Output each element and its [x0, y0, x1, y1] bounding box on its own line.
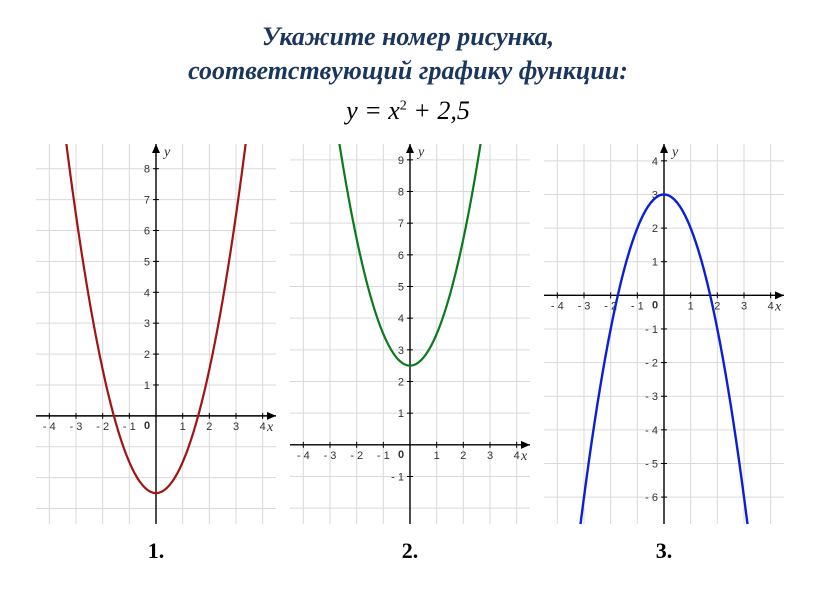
svg-text:2: 2	[714, 300, 720, 312]
svg-text:9: 9	[398, 154, 404, 166]
svg-text:6: 6	[398, 249, 404, 261]
svg-text:- 3: - 3	[324, 449, 337, 461]
svg-text:3: 3	[144, 318, 150, 330]
svg-text:4: 4	[514, 449, 520, 461]
chart-1-label: 1.	[148, 538, 165, 564]
svg-text:7: 7	[144, 194, 150, 206]
svg-text:- 4: - 4	[645, 424, 658, 436]
svg-text:- 5: - 5	[645, 458, 658, 470]
svg-text:3: 3	[741, 300, 747, 312]
svg-text:- 1: - 1	[391, 471, 404, 483]
svg-text:4: 4	[144, 287, 150, 299]
chart-1-wrap: - 4 - 3 - 2 - 1 0 1 2 3 4 1 2 3 4 5 6 7 8 x y 1.	[36, 144, 276, 564]
svg-text:3: 3	[233, 420, 239, 432]
svg-text:8: 8	[398, 186, 404, 198]
chart-2-wrap: - 4 - 3 - 2 - 1 0 1 2 3 4 - 1 1 2 3 4 5 6 7 8 9 x y 2.	[290, 144, 530, 564]
svg-text:5: 5	[398, 281, 404, 293]
svg-text:- 2: - 2	[96, 420, 109, 432]
svg-text:y: y	[670, 145, 679, 160]
svg-text:3: 3	[487, 449, 493, 461]
svg-text:- 4: - 4	[551, 300, 564, 312]
svg-text:1: 1	[688, 300, 694, 312]
svg-text:7: 7	[398, 218, 404, 230]
chart-3-label: 3.	[656, 538, 673, 564]
svg-text:- 3: - 3	[70, 420, 83, 432]
svg-text:- 4: - 4	[43, 420, 56, 432]
svg-text:2: 2	[144, 349, 150, 361]
svg-text:5: 5	[144, 256, 150, 268]
svg-text:2: 2	[398, 376, 404, 388]
svg-text:x: x	[266, 419, 274, 434]
svg-text:- 2: - 2	[350, 449, 363, 461]
chart-1: - 4 - 3 - 2 - 1 0 1 2 3 4 1 2 3 4 5 6 7 8 x y	[36, 144, 276, 524]
svg-text:4: 4	[260, 420, 266, 432]
svg-text:0: 0	[144, 419, 150, 431]
svg-text:3: 3	[398, 344, 404, 356]
svg-text:0: 0	[652, 299, 658, 311]
svg-text:1: 1	[180, 420, 186, 432]
svg-text:2: 2	[460, 449, 466, 461]
svg-text:4: 4	[652, 155, 658, 167]
svg-text:y: y	[416, 145, 425, 160]
svg-text:- 1: - 1	[631, 300, 644, 312]
svg-text:0: 0	[398, 448, 404, 460]
svg-text:- 1: - 1	[123, 420, 136, 432]
svg-text:4: 4	[768, 300, 774, 312]
chart-3: - 4- 3- 2- 101234- 6- 5- 4- 3- 2- 11234x…	[544, 144, 784, 524]
svg-text:6: 6	[144, 225, 150, 237]
svg-text:1: 1	[434, 449, 440, 461]
svg-text:8: 8	[144, 163, 150, 175]
svg-text:1: 1	[144, 380, 150, 392]
svg-text:- 4: - 4	[297, 449, 310, 461]
svg-text:- 3: - 3	[578, 300, 591, 312]
page-title: Укажите номер рисунка, соответствующий г…	[30, 20, 786, 88]
svg-text:- 1: - 1	[645, 324, 658, 336]
svg-text:- 2: - 2	[645, 357, 658, 369]
svg-text:- 6: - 6	[645, 492, 658, 504]
svg-text:2: 2	[652, 223, 658, 235]
svg-text:- 1: - 1	[377, 449, 390, 461]
formula: y = x2 + 2,5	[30, 96, 786, 126]
svg-text:2: 2	[206, 420, 212, 432]
svg-text:x: x	[520, 448, 528, 463]
title-line-2: соответствующий графику функции:	[188, 56, 628, 85]
svg-text:4: 4	[398, 313, 404, 325]
charts-row: - 4 - 3 - 2 - 1 0 1 2 3 4 1 2 3 4 5 6 7 8 x y 1. - 4 - 3 - 2…	[30, 144, 786, 564]
title-line-1: Укажите номер рисунка,	[262, 22, 554, 51]
svg-text:1: 1	[652, 256, 658, 268]
chart-2: - 4 - 3 - 2 - 1 0 1 2 3 4 - 1 1 2 3 4 5 6 7 8 9 x y	[290, 144, 530, 524]
svg-text:- 3: - 3	[645, 391, 658, 403]
chart-2-label: 2.	[402, 538, 419, 564]
svg-text:1: 1	[398, 408, 404, 420]
svg-text:x: x	[774, 299, 782, 314]
chart-3-wrap: - 4- 3- 2- 101234- 6- 5- 4- 3- 2- 11234x…	[544, 144, 784, 564]
svg-text:y: y	[162, 145, 171, 160]
